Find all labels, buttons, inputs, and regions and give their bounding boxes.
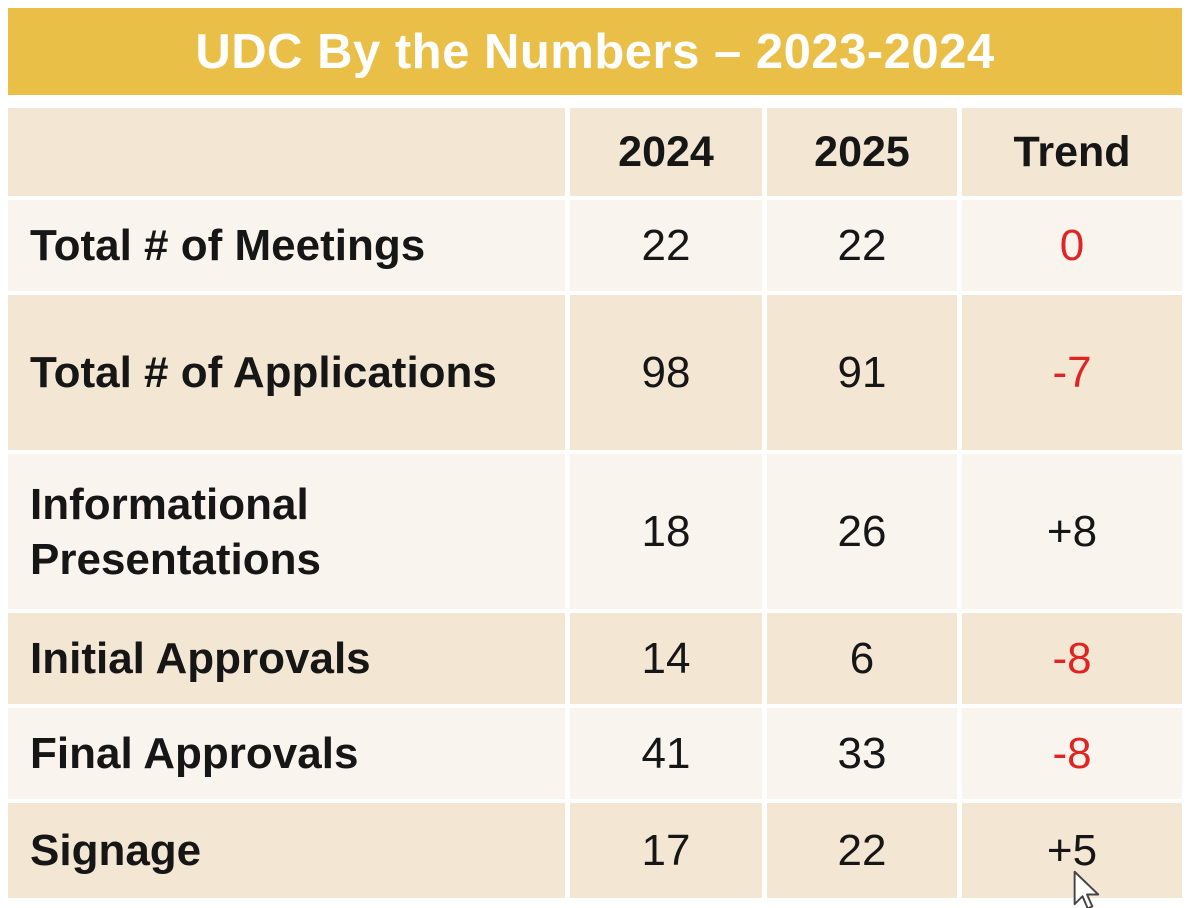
row-label: Total # of Applications xyxy=(8,295,565,450)
mouse-cursor-icon xyxy=(1073,870,1100,908)
value-2025: 6 xyxy=(767,613,957,704)
value-trend: -8 xyxy=(962,708,1182,799)
value-2024: 18 xyxy=(570,454,762,609)
row-label: Initial Approvals xyxy=(8,613,565,704)
table-row-initial-approvals: Initial Approvals 14 6 -8 xyxy=(8,613,1182,704)
value-2024: 41 xyxy=(570,708,762,799)
table-row-informational-presentations: Informational Presentations 18 26 +8 xyxy=(8,454,1182,609)
table-header-row: 2024 2025 Trend xyxy=(8,108,1182,196)
row-label: Informational Presentations xyxy=(8,454,565,609)
data-table: 2024 2025 Trend Total # of Meetings 22 2… xyxy=(8,108,1182,898)
slide-title-bar: UDC By the Numbers – 2023-2024 xyxy=(8,8,1182,95)
value-2025: 26 xyxy=(767,454,957,609)
page-title: UDC By the Numbers – 2023-2024 xyxy=(195,24,995,79)
value-2024: 22 xyxy=(570,200,762,291)
table-row-total-applications: Total # of Applications 98 91 -7 xyxy=(8,295,1182,450)
value-2024: 14 xyxy=(570,613,762,704)
table-row-signage: Signage 17 22 +5 xyxy=(8,803,1182,898)
column-header-blank xyxy=(8,108,565,196)
value-trend: 0 xyxy=(962,200,1182,291)
column-header-2025: 2025 xyxy=(767,108,957,196)
value-2025: 33 xyxy=(767,708,957,799)
value-trend: +8 xyxy=(962,454,1182,609)
value-trend: -8 xyxy=(962,613,1182,704)
column-header-2024: 2024 xyxy=(570,108,762,196)
column-header-trend: Trend xyxy=(962,108,1182,196)
value-2025: 22 xyxy=(767,803,957,898)
row-label: Total # of Meetings xyxy=(8,200,565,291)
value-trend: -7 xyxy=(962,295,1182,450)
table-row-final-approvals: Final Approvals 41 33 -8 xyxy=(8,708,1182,799)
value-2024: 98 xyxy=(570,295,762,450)
row-label: Signage xyxy=(8,803,565,898)
table-row-total-meetings: Total # of Meetings 22 22 0 xyxy=(8,200,1182,291)
row-label: Final Approvals xyxy=(8,708,565,799)
value-trend: +5 xyxy=(962,803,1182,898)
value-2024: 17 xyxy=(570,803,762,898)
value-2025: 22 xyxy=(767,200,957,291)
value-2025: 91 xyxy=(767,295,957,450)
